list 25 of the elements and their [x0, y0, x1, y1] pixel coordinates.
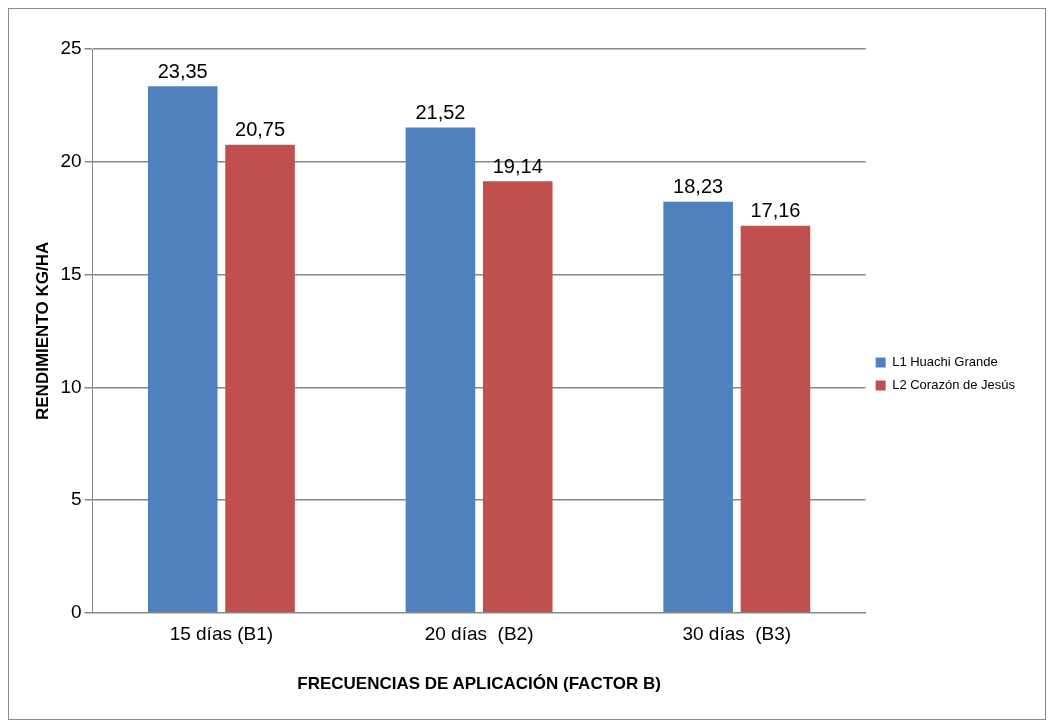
bar	[663, 201, 733, 613]
legend-label: L1 Huachi Grande	[892, 354, 998, 370]
bar	[740, 225, 811, 613]
x-tick-label: 30 días (B3)	[682, 623, 792, 645]
bar	[482, 181, 553, 613]
y-tick-label: 0	[70, 601, 82, 623]
data-label: 17,16	[750, 199, 801, 222]
data-label: 23,35	[157, 59, 208, 82]
bar	[405, 127, 476, 613]
y-axis-title: RENDIMIENTO KG/HA	[32, 241, 52, 420]
legend-label: L2 Corazón de Jesús	[892, 377, 1016, 393]
y-tick-label: 25	[60, 37, 82, 59]
x-tick-label: 20 días (B2)	[424, 623, 534, 645]
x-tick-label: 15 días (B1)	[169, 623, 274, 645]
data-label: 19,14	[492, 154, 543, 177]
y-tick-label: 10	[60, 375, 82, 397]
y-tick-label: 5	[70, 488, 82, 510]
bar	[225, 144, 295, 613]
data-label: 18,23	[673, 175, 724, 198]
x-axis-title: FRECUENCIAS DE APLICACIÓN (FACTOR B)	[297, 674, 661, 694]
y-tick-label: 20	[60, 149, 82, 171]
data-label: 20,75	[235, 118, 286, 141]
y-tick-label: 15	[60, 262, 82, 284]
data-label: 21,52	[415, 101, 466, 123]
bar	[147, 86, 218, 613]
